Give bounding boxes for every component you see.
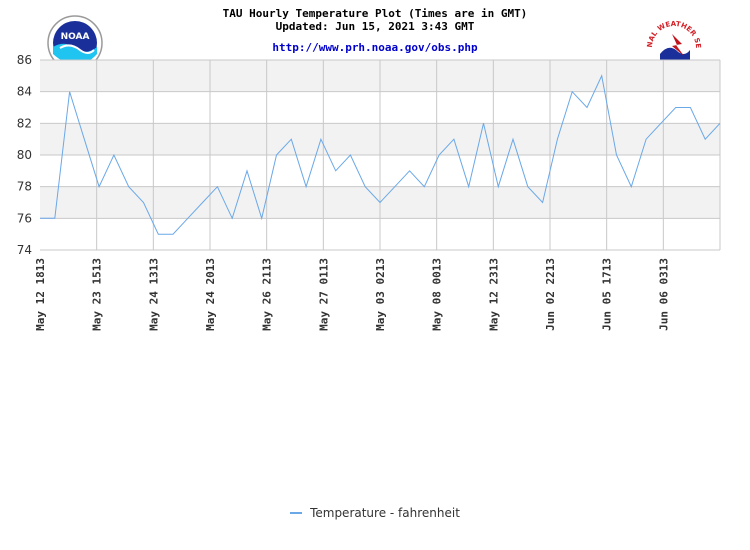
- x-tick-label: May 24 2013: [204, 258, 217, 331]
- x-tick-label: May 12 2313: [487, 258, 500, 331]
- x-tick-label: May 03 0213: [374, 258, 387, 331]
- chart-title: TAU Hourly Temperature Plot (Times are i…: [222, 7, 528, 20]
- svg-text:NOAA: NOAA: [61, 32, 90, 42]
- x-axis-ticks: May 12 1813 May 23 1513 May 24 1313 May 24 …: [34, 258, 670, 331]
- y-tick-label: 74: [17, 243, 32, 257]
- chart-grid: [40, 59, 721, 251]
- nws-logo: NATIONAL WEATHER SERVICE: [642, 14, 702, 65]
- y-tick-label: 76: [17, 211, 32, 225]
- chart-series: [40, 74, 721, 235]
- y-tick-label: 82: [17, 116, 32, 130]
- y-tick-label: 84: [17, 85, 32, 99]
- temperature-series-line: [40, 74, 721, 235]
- y-tick-label: 86: [17, 53, 32, 67]
- x-tick-label: May 08 0013: [431, 258, 444, 331]
- x-tick-label: Jun 02 2213: [544, 258, 557, 331]
- y-axis-ticks: 74 76 78 80 82 84 86: [17, 53, 32, 257]
- x-tick-label: May 26 2113: [261, 258, 274, 331]
- legend-label: Temperature - fahrenheit: [310, 506, 460, 520]
- x-tick-label: May 23 1513: [91, 258, 104, 331]
- x-tick-label: May 27 0113: [317, 258, 330, 331]
- y-tick-label: 78: [17, 180, 32, 194]
- source-url-link[interactable]: http://www.prh.noaa.gov/obs.php: [272, 41, 478, 54]
- noaa-logo: NOAA: [47, 15, 103, 71]
- x-tick-label: Jun 05 1713: [601, 258, 614, 331]
- chart-legend: Temperature - fahrenheit: [0, 506, 750, 520]
- y-tick-label: 80: [17, 148, 32, 162]
- x-tick-label: May 24 1313: [147, 258, 160, 331]
- updated-timestamp: Updated: Jun 15, 2021 3:43 GMT: [275, 20, 475, 33]
- x-tick-label: Jun 06 0313: [657, 258, 670, 331]
- x-tick-label: May 12 1813: [34, 258, 47, 331]
- legend-swatch: [290, 512, 303, 514]
